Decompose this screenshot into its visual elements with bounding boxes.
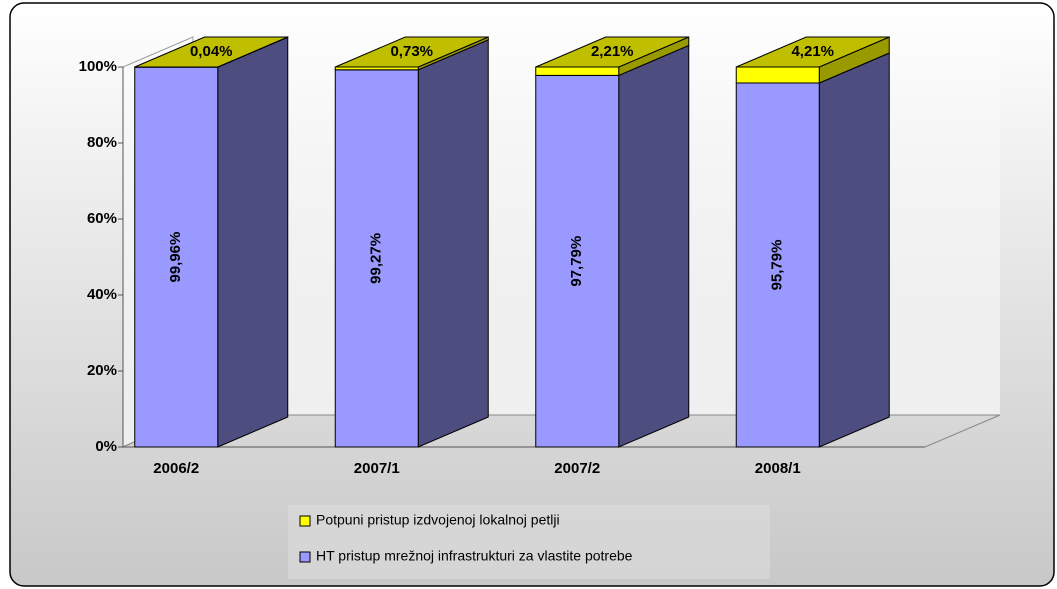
y-tick-label: 40%	[87, 286, 117, 303]
legend-label: HT pristup mrežnoj infrastrukturi za vla…	[316, 548, 633, 564]
bar-top	[134, 36, 288, 68]
value-label: 4,21%	[791, 43, 834, 60]
x-tick-label: 2008/1	[755, 460, 801, 477]
bar	[735, 66, 820, 84]
y-tick-label: 20%	[87, 362, 117, 379]
y-tick-label: 80%	[87, 134, 117, 151]
bar	[535, 66, 620, 76]
legend	[288, 505, 770, 579]
value-label: 0,04%	[190, 43, 233, 60]
value-label: 99,27%	[368, 233, 385, 284]
value-label: 2,21%	[591, 43, 634, 60]
legend-swatch	[299, 551, 311, 563]
bar	[134, 66, 219, 448]
bar-side	[618, 44, 690, 448]
bar-top	[335, 36, 489, 68]
bar-side	[217, 36, 289, 448]
y-tick-label: 0%	[95, 438, 117, 455]
bar-top	[535, 36, 689, 68]
bar-top	[736, 36, 890, 68]
value-label: 99,96%	[167, 232, 184, 283]
bar	[735, 82, 820, 448]
bar-side	[818, 52, 890, 448]
legend-label: Potpuni pristup izdvojenoj lokalnoj petl…	[316, 512, 560, 528]
y-tick-label: 60%	[87, 210, 117, 227]
value-label: 95,79%	[769, 240, 786, 291]
bar	[535, 74, 620, 448]
x-tick-label: 2007/1	[354, 460, 400, 477]
x-tick-label: 2007/2	[554, 460, 600, 477]
bar	[334, 69, 419, 448]
legend-swatch	[299, 515, 311, 527]
value-label: 0,73%	[390, 43, 433, 60]
value-label: 97,79%	[568, 236, 585, 287]
bar-side	[417, 39, 489, 448]
x-tick-label: 2006/2	[153, 460, 199, 477]
y-tick-label: 100%	[79, 58, 117, 75]
